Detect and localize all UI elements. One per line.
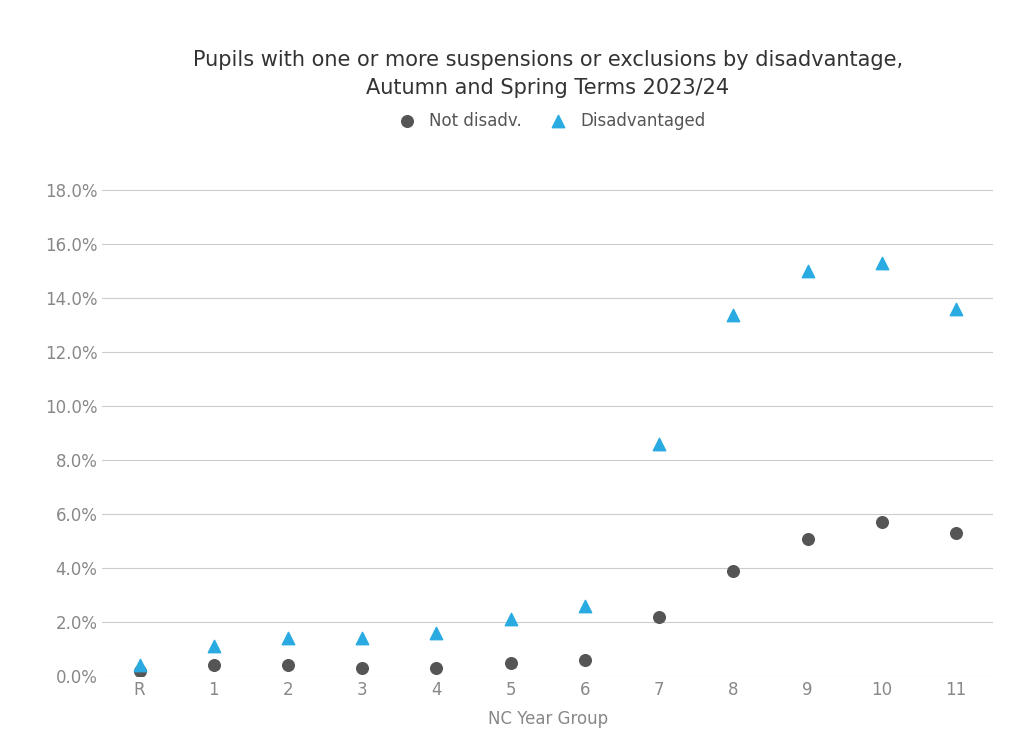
Disadvantaged [503,614,519,626]
Disadvantaged [800,265,816,277]
Disadvantaged [948,303,965,315]
Not disadv. [503,657,519,669]
Title: Pupils with one or more suspensions or exclusions by disadvantage,
Autumn and Sp: Pupils with one or more suspensions or e… [193,50,903,98]
Disadvantaged [280,632,296,644]
Not disadv. [206,659,222,671]
Not disadv. [800,533,816,545]
Disadvantaged [651,438,668,450]
X-axis label: NC Year Group: NC Year Group [487,710,608,728]
Not disadv. [651,611,668,623]
Legend: Not disadv., Disadvantaged: Not disadv., Disadvantaged [384,106,712,137]
Disadvantaged [577,600,593,612]
Disadvantaged [131,659,147,671]
Not disadv. [354,662,371,674]
Disadvantaged [354,632,371,644]
Not disadv. [873,516,890,528]
Not disadv. [428,662,444,674]
Not disadv. [577,654,593,666]
Disadvantaged [725,308,741,320]
Not disadv. [131,665,147,677]
Not disadv. [725,565,741,577]
Disadvantaged [428,627,444,639]
Disadvantaged [873,257,890,269]
Not disadv. [280,659,296,671]
Not disadv. [948,528,965,539]
Disadvantaged [206,640,222,652]
